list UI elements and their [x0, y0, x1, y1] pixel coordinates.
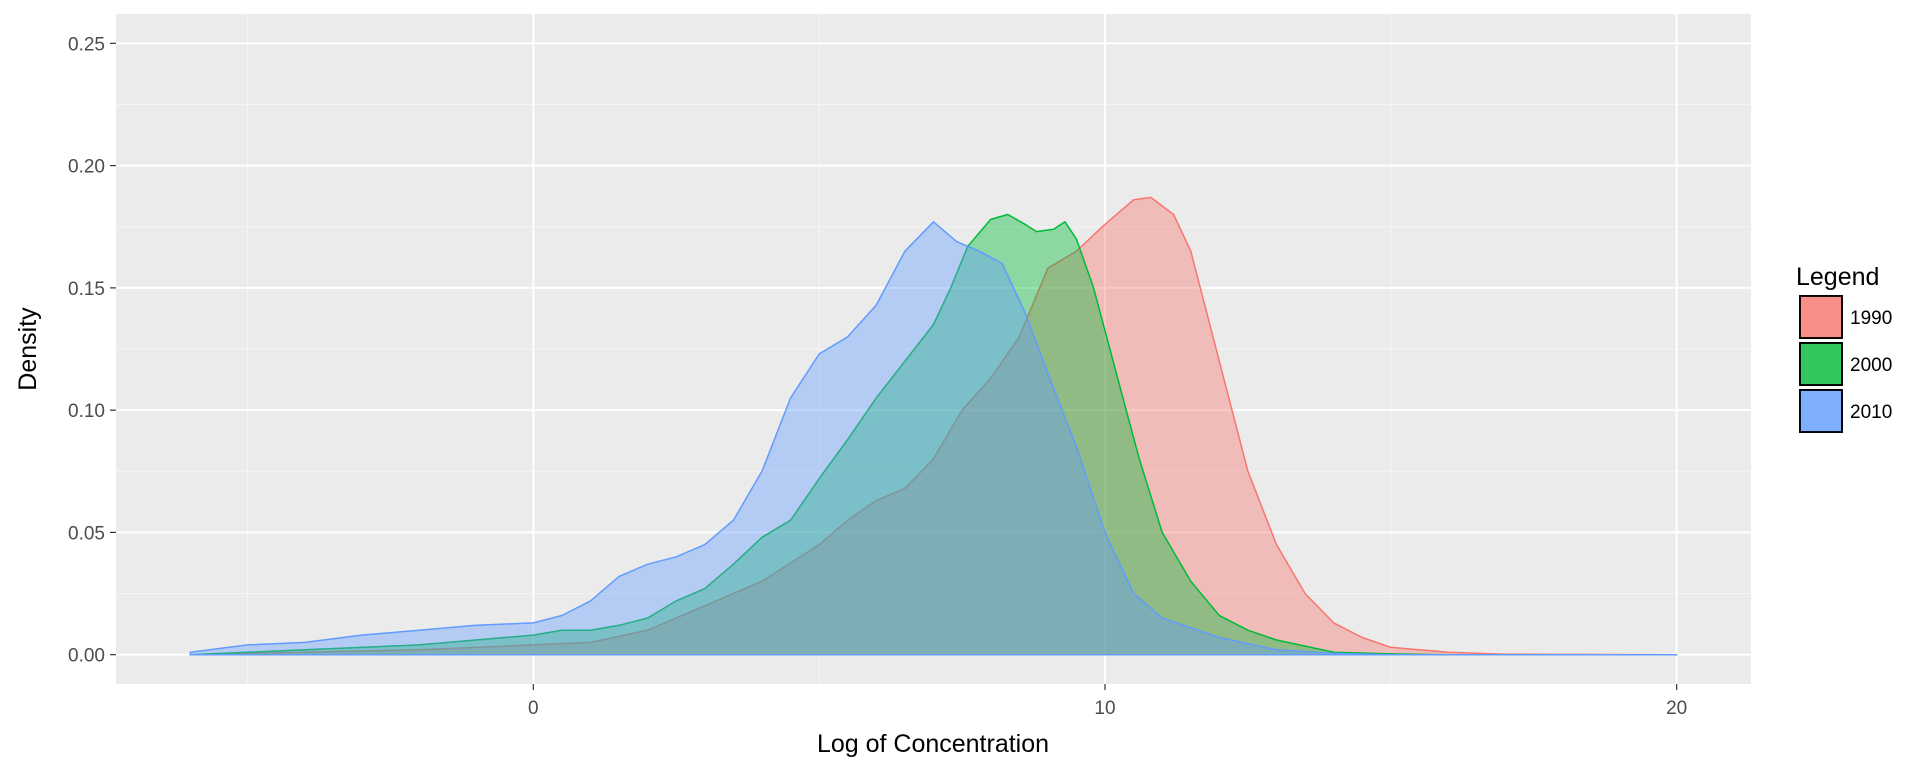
legend-label-1990: 1990	[1850, 308, 1892, 329]
legend-key-2010	[1799, 389, 1843, 433]
y-tick-label: 0.15	[68, 279, 105, 300]
legend-label-2010: 2010	[1850, 402, 1892, 423]
legend-title: Legend	[1796, 263, 1879, 291]
x-tick-label: 10	[1094, 698, 1115, 719]
y-tick-label: 0.10	[68, 401, 105, 422]
y-tick-label: 0.20	[68, 157, 105, 178]
density-area-1990	[189, 196, 1678, 656]
y-tick-label: 0.25	[68, 34, 105, 55]
legend-key-1990	[1799, 295, 1843, 339]
legend: Legend 1990 2000 2010	[1796, 263, 1892, 433]
x-tick-label: 0	[528, 698, 539, 719]
y-axis-ticks: 0.00 0.05 0.10 0.15 0.20 0.25	[68, 34, 116, 667]
x-axis-title: Log of Concentration	[817, 730, 1049, 758]
x-tick-label: 20	[1666, 698, 1687, 719]
y-tick-label: 0.05	[68, 523, 105, 544]
legend-items: 1990 2000 2010	[1799, 295, 1892, 433]
x-axis-ticks: 0 10 20	[528, 684, 1687, 719]
y-tick-label: 0.00	[68, 646, 105, 667]
legend-key-2000	[1799, 342, 1843, 386]
density-areas	[189, 196, 1678, 656]
minor-gridlines	[116, 14, 1751, 684]
y-axis-title: Density	[14, 307, 42, 391]
density-area-2010	[189, 221, 1678, 656]
legend-label-2000: 2000	[1850, 355, 1892, 376]
